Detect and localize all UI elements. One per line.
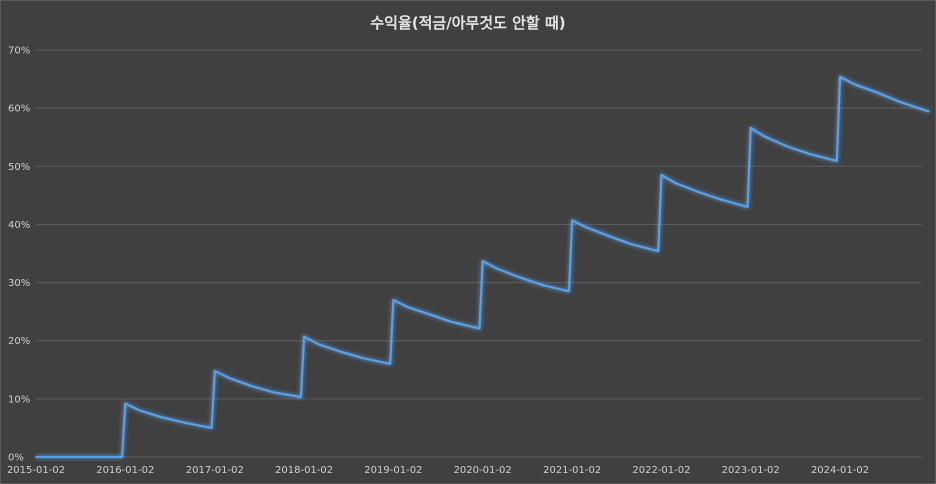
- data-point: [250, 385, 253, 387]
- data-point: [839, 75, 841, 78]
- data-point: [317, 343, 320, 346]
- x-tick-label: 2016-01-02: [96, 465, 154, 476]
- data-point: [876, 91, 878, 94]
- data-point: [183, 421, 186, 424]
- data-point: [451, 321, 454, 323]
- data-point: [608, 235, 610, 237]
- data-point: [898, 100, 901, 103]
- data-point: [214, 370, 216, 372]
- y-tick-label: 40%: [8, 220, 30, 231]
- series-line: [36, 75, 930, 459]
- data-point: [273, 391, 275, 394]
- x-tick-label: 2022-01-02: [632, 465, 690, 476]
- data-point: [161, 416, 164, 419]
- data-point: [389, 363, 391, 365]
- data-point: [660, 174, 663, 176]
- data-point: [406, 306, 409, 308]
- data-point: [630, 243, 633, 245]
- data-point: [478, 327, 481, 330]
- x-tick-label: 2021-01-02: [543, 465, 601, 476]
- y-tick-label: 20%: [8, 336, 30, 347]
- y-tick-label: 10%: [8, 394, 30, 405]
- y-tick-label: 30%: [8, 278, 30, 289]
- chart-title: 수익율(적금/아무것도 안할 때): [370, 14, 566, 32]
- data-point: [496, 267, 498, 270]
- data-point: [928, 110, 930, 113]
- data-point: [481, 260, 484, 262]
- x-tick-label: 2017-01-02: [186, 465, 244, 476]
- data-point: [585, 226, 588, 229]
- data-point: [124, 402, 127, 405]
- data-point: [228, 377, 230, 379]
- data-point: [518, 276, 521, 279]
- data-point: [339, 350, 342, 353]
- y-tick-label: 50%: [8, 162, 30, 173]
- data-point: [35, 456, 37, 458]
- data-point: [786, 145, 789, 148]
- data-point: [571, 219, 573, 222]
- data-point: [121, 456, 123, 458]
- data-point: [138, 409, 141, 412]
- data-point: [853, 83, 856, 86]
- data-point: [541, 284, 543, 286]
- data-point: [674, 182, 677, 184]
- data-point: [362, 357, 365, 359]
- y-tick-label: 70%: [8, 46, 30, 57]
- data-point: [746, 206, 749, 208]
- data-point: [568, 290, 570, 293]
- data-point: [429, 313, 431, 316]
- x-tick-label: 2018-01-02: [275, 465, 333, 476]
- data-point: [392, 299, 395, 301]
- data-point: [809, 153, 811, 155]
- data-point: [300, 396, 302, 398]
- data-point: [764, 135, 766, 138]
- x-tick-label: 2019-01-02: [364, 465, 422, 476]
- x-tick-label: 2024-01-02: [811, 465, 869, 476]
- data-point: [719, 198, 722, 201]
- data-point: [749, 127, 752, 129]
- data-point: [697, 191, 699, 193]
- data-point: [657, 250, 660, 252]
- data-point: [836, 160, 838, 162]
- x-tick-label: 2015-01-02: [7, 465, 65, 476]
- data-point: [210, 427, 213, 429]
- y-tick-label: 60%: [8, 104, 30, 115]
- y-tick-label: 0%: [8, 453, 24, 464]
- x-tick-label: 2020-01-02: [454, 465, 512, 476]
- x-tick-label: 2023-01-02: [722, 465, 780, 476]
- data-point: [303, 335, 305, 338]
